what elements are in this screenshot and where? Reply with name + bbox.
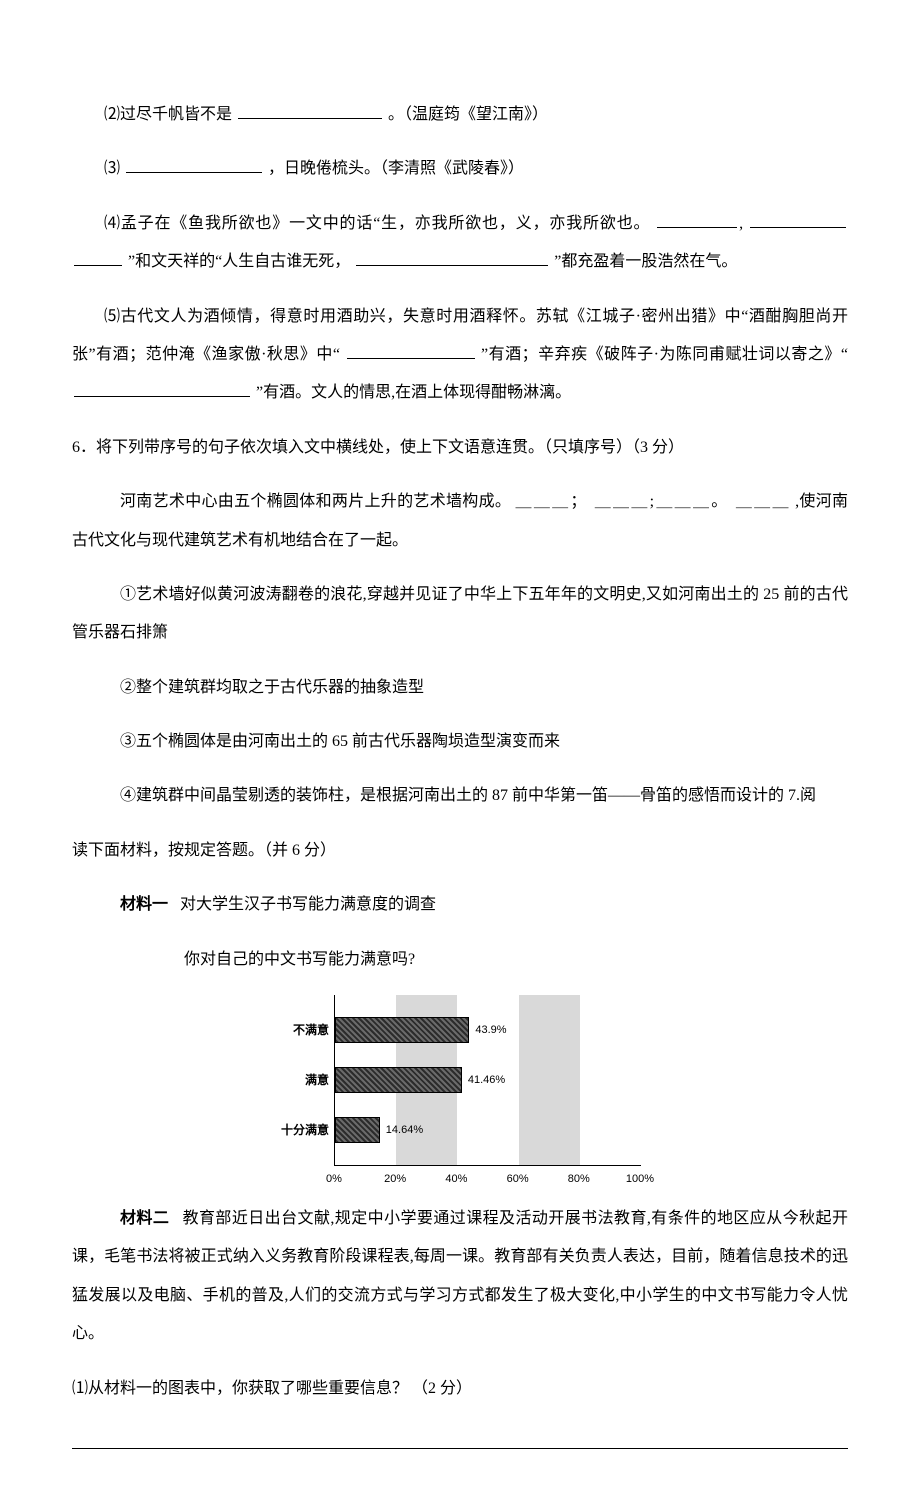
q5-item2: ⑵过尽千帆皆不是 。（温庭筠《望江南》）: [72, 96, 848, 134]
q6-opt4-line2: 读下面材料，按规定答题。（并 6 分）: [72, 832, 848, 870]
q5-item5-c: ”有酒。文人的情思,在酒上体现得酣畅淋漓。: [256, 384, 571, 401]
chart-x-tick: 100%: [626, 1166, 654, 1192]
satisfaction-chart: 不满意43.9%满意41.46%十分满意14.64% 0%20%40%60%80…: [280, 995, 640, 1184]
chart-x-tick: 80%: [568, 1166, 590, 1192]
chart-bar-row: 不满意43.9%: [335, 1017, 507, 1043]
chart-bar: [335, 1017, 469, 1043]
q5-item4-c: ”都充盈着一股浩然在气。: [554, 253, 737, 270]
blank: [750, 211, 846, 228]
q6-opt4-line1: ④建筑群中间晶莹剔透的装饰柱，是根据河南出土的 87 前中华第一笛——骨笛的感悟…: [72, 777, 848, 815]
blank: [356, 249, 548, 266]
q6-opt2: ②整个建筑群均取之于古代乐器的抽象造型: [72, 669, 848, 707]
chart-category-label: 十分满意: [281, 1117, 335, 1143]
q6-lead: 河南艺术中心由五个椭圆体和两片上升的艺术墙构成。 ＿＿＿； ＿＿＿;＿＿＿。 ＿…: [72, 483, 848, 560]
chart-category-label: 满意: [305, 1067, 335, 1093]
q5-item3-prefix: ⑶: [104, 160, 120, 177]
q6-opt1: ①艺术墙好似黄河波涛翻卷的浪花,穿越并见证了中华上下五年年的文明史,又如河南出土…: [72, 576, 848, 653]
material2-text: 教育部近日出台文献,规定中小学要通过课程及活动开展书法教育,有条件的地区应从今秋…: [72, 1210, 848, 1342]
q5-item3-tail: ，日晚倦梳头。（李清照《武陵春》）: [268, 160, 524, 177]
q6-opt3: ③五个椭圆体是由河南出土的 65 前古代乐器陶埙造型演变而来: [72, 723, 848, 761]
chart-x-tick: 60%: [507, 1166, 529, 1192]
material1-question: 你对自己的中文书写能力满意吗?: [72, 941, 848, 979]
material1-label: 材料一: [120, 896, 168, 913]
chart-bar: [335, 1117, 380, 1143]
chart-x-tick: 0%: [326, 1166, 342, 1192]
blank: [74, 380, 250, 397]
q5-item5: ⑸古代文人为酒倾情，得意时用酒助兴，失意时用酒释怀。苏轼《江城子·密州出猎》中“…: [72, 298, 848, 413]
blank: [347, 342, 475, 359]
chart-x-tick: 40%: [445, 1166, 467, 1192]
q5-item4-a: ⑷孟子在《鱼我所欲也》一文中的话“生，亦我所欲也，义，亦我所欲也。: [104, 215, 650, 232]
q5-item2-tail: 。（温庭筠《望江南》）: [388, 106, 548, 123]
q5-item4: ⑷孟子在《鱼我所欲也》一文中的话“生，亦我所欲也，义，亦我所欲也。 , ”和文天…: [72, 205, 848, 282]
material1-line: 材料一 对大学生汉子书写能力满意度的调查: [72, 886, 848, 924]
chart-value-label: 14.64%: [386, 1117, 423, 1143]
blank: [74, 249, 122, 266]
blank: [657, 211, 737, 228]
chart-value-label: 43.9%: [475, 1017, 506, 1043]
q6-lead-a: 河南艺术中心由五个椭圆体和两片上升的艺术墙构成。: [120, 493, 511, 510]
chart-bar: [335, 1067, 462, 1093]
q5-item5-b: ”有酒；辛弃疾《破阵子·为陈同甫赋壮词以寄之》“: [481, 346, 848, 363]
q5-item2-text: ⑵过尽千帆皆不是: [104, 106, 232, 123]
q5-item3: ⑶ ，日晚倦梳头。（李清照《武陵春》）: [72, 150, 848, 188]
q6-stem: 6．将下列带序号的句子依次填入文中横线处，使上下文语意连贯。（只填序号）（3 分…: [72, 429, 848, 467]
chart-category-label: 不满意: [293, 1017, 335, 1043]
chart-plot-area: 不满意43.9% 满意41.46% 十分满意14.64%: [334, 995, 641, 1166]
material2-para: 材料二 教育部近日出台文献,规定中小学要通过课程及活动开展书法教育,有条件的地区…: [72, 1200, 848, 1354]
q6-slots: ＿＿＿； ＿＿＿;＿＿＿。 ＿＿＿: [516, 493, 791, 510]
chart-value-label: 41.46%: [468, 1067, 505, 1093]
chart-gridband: [519, 995, 580, 1165]
material2-label: 材料二: [120, 1210, 169, 1227]
chart-bar-row: 十分满意14.64%: [335, 1117, 423, 1143]
blank: [238, 102, 382, 119]
material1-text: 对大学生汉子书写能力满意度的调查: [180, 896, 436, 913]
chart-bar-row: 满意41.46%: [335, 1067, 505, 1093]
chart-x-axis: 0%20%40%60%80%100%: [334, 1166, 640, 1184]
q7-sub1: ⑴从材料一的图表中，你获取了哪些重要信息？ （2 分）: [72, 1370, 848, 1408]
footer-rule: [72, 1448, 848, 1449]
chart-x-tick: 20%: [384, 1166, 406, 1192]
blank: [126, 156, 262, 173]
q5-item4-b: ”和文天祥的“人生自古谁无死，: [128, 253, 350, 270]
